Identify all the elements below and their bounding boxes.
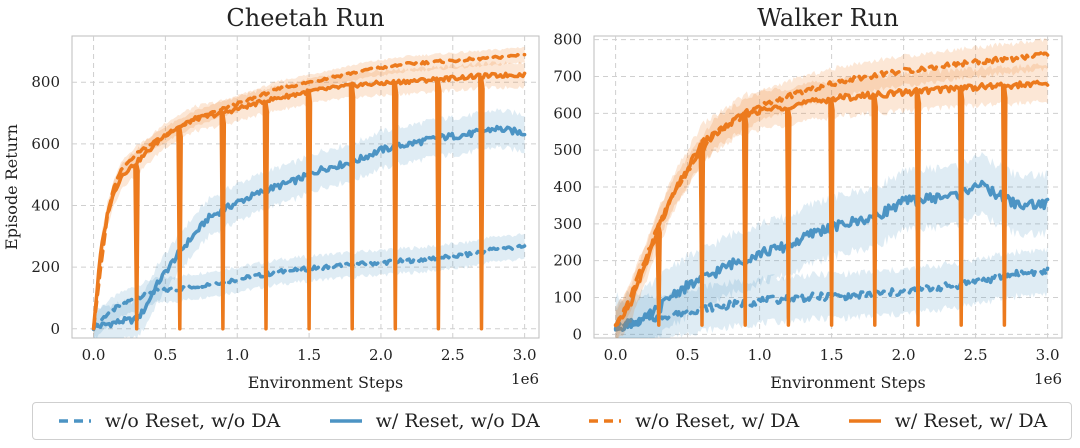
y-tick-label: 800 [31, 73, 60, 91]
y-tick-label: 100 [553, 288, 582, 306]
x-axis-label: Environment Steps [248, 373, 404, 392]
y-tick-label: 500 [553, 141, 582, 159]
y-tick-label: 0 [572, 325, 582, 343]
plot-area [71, 35, 540, 339]
series-line-w-reset-w-da [613, 79, 1050, 328]
x-tick-label: 3.0 [1036, 346, 1060, 364]
x-tick-label: 2.5 [964, 346, 988, 364]
y-tick-label: 600 [553, 104, 582, 122]
series-band-w-o-reset-w-da [93, 46, 525, 337]
x-tick-label: 1.5 [820, 346, 844, 364]
y-tick-label: 800 [553, 31, 582, 49]
y-tick-label: 400 [553, 178, 582, 196]
x-tick-label: 1.0 [225, 346, 249, 364]
series-line-w-o-reset-w-o-da [91, 243, 527, 332]
y-tick-label: 200 [31, 258, 60, 276]
series-line-w-reset-w-da [91, 71, 527, 331]
series-band-w-reset-w-da [615, 63, 1048, 338]
y-tick-label: 700 [553, 68, 582, 86]
x-axis-label: Environment Steps [770, 373, 926, 392]
chart-title: Walker Run [757, 4, 898, 32]
x-tick-label: 0.0 [82, 346, 106, 364]
x-tick-label: 0.0 [604, 346, 628, 364]
series-band-w-o-reset-w-o-da [93, 233, 525, 338]
x-axis-multiplier: 1e6 [511, 370, 539, 388]
chart-cheetah-run: 0.0 0.5 1.0 1.5 2.0 2.5 3.0 0 200 400 600 800 Cheeta… [2, 4, 540, 392]
legend-item-reset-da: w/ Reset, w/ DA [847, 410, 1048, 432]
x-tick-label: 3.0 [513, 346, 537, 364]
chart-walker-run: 0.0 0.5 1.0 1.5 2.0 2.5 3.0 0 100 200 300 400 500 600… [553, 4, 1063, 392]
series-line-w-o-reset-w-o-da [613, 266, 1050, 332]
y-axis-label: Episode Return [2, 124, 21, 250]
legend-line-swatch [329, 419, 362, 423]
legend-item-no-reset-no-da: w/o Reset, w/o DA [57, 410, 281, 432]
legend-item-reset-no-da: w/ Reset, w/o DA [328, 410, 540, 432]
legend-label: w/ Reset, w/o DA [375, 410, 540, 432]
y-tick-label: 200 [553, 252, 582, 270]
x-tick-label: 0.5 [153, 346, 177, 364]
y-tick-label: 300 [553, 215, 582, 233]
y-tick-label: 600 [31, 135, 60, 153]
y-tick-label: 400 [31, 196, 60, 214]
x-tick-label: 0.5 [676, 346, 700, 364]
legend-label: w/ Reset, w/ DA [894, 410, 1048, 432]
plot-series-group [613, 38, 1050, 338]
x-tick-label: 2.0 [369, 346, 393, 364]
chart-title: Cheetah Run [226, 4, 384, 32]
legend-label: w/o Reset, w/o DA [104, 410, 281, 432]
x-tick-label: 2.5 [441, 346, 465, 364]
legend-item-no-reset-da: w/o Reset, w/ DA [587, 410, 799, 432]
y-tick-label: 0 [50, 320, 60, 338]
x-tick-label: 1.5 [297, 346, 321, 364]
legend-label: w/o Reset, w/ DA [635, 410, 800, 432]
legend-line-swatch [58, 419, 91, 423]
plot-series-group [91, 46, 527, 338]
x-tick-label: 2.0 [892, 346, 916, 364]
x-axis-multiplier: 1e6 [1034, 370, 1062, 388]
legend: w/o Reset, w/o DA w/ Reset, w/o DA w/o R… [32, 402, 1072, 440]
legend-line-swatch [848, 419, 881, 423]
x-tick-label: 1.0 [748, 346, 772, 364]
legend-line-swatch [589, 419, 622, 423]
